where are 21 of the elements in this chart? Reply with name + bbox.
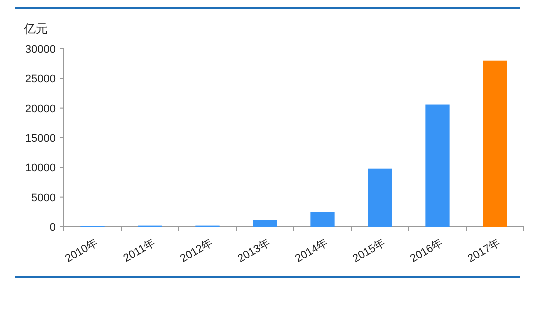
bar xyxy=(483,60,508,227)
bar xyxy=(253,220,278,227)
y-tick-label: 0 xyxy=(50,222,56,234)
bar xyxy=(426,104,450,227)
y-tick-label: 20000 xyxy=(25,103,56,116)
bar xyxy=(368,168,392,227)
x-tick-label: 2011年 xyxy=(122,237,158,265)
x-tick-label: 2014年 xyxy=(294,237,330,266)
y-tick-label: 10000 xyxy=(25,162,56,175)
x-tick-label: 2016年 xyxy=(408,237,446,266)
y-tick-label: 15000 xyxy=(25,133,56,145)
y-tick-label: 25000 xyxy=(25,74,56,86)
y-axis-title: 亿元 xyxy=(23,22,48,36)
y-tick-label: 5000 xyxy=(32,192,56,204)
x-tick-label: 2012年 xyxy=(178,237,216,266)
bar xyxy=(310,212,335,227)
x-tick-label: 2015年 xyxy=(351,237,388,266)
x-tick-label: 2017年 xyxy=(466,237,503,266)
y-tick-label: 30000 xyxy=(25,44,56,56)
x-tick-label: 2010年 xyxy=(64,237,100,266)
x-tick-label: 2013年 xyxy=(236,237,273,266)
